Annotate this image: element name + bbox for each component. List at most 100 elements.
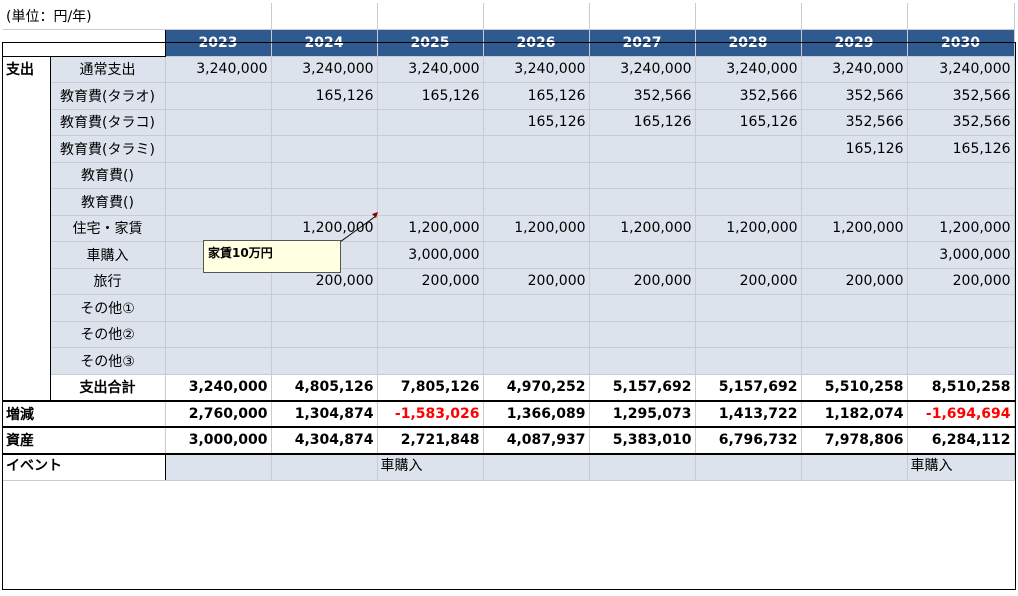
value-cell[interactable] xyxy=(695,188,802,216)
value-cell[interactable]: 200,000 xyxy=(695,268,802,295)
assets-row-value[interactable]: 6,284,112 xyxy=(907,426,1015,454)
value-cell[interactable]: 200,000 xyxy=(483,268,590,295)
value-cell[interactable] xyxy=(377,135,484,163)
value-cell[interactable] xyxy=(695,162,802,189)
value-cell[interactable] xyxy=(589,294,696,322)
header-corner-cell[interactable] xyxy=(3,29,166,57)
unit-label[interactable]: (単位：円/年) xyxy=(3,3,272,30)
expense-total-row-value[interactable]: 5,157,692 xyxy=(695,374,802,401)
value-cell[interactable]: 3,240,000 xyxy=(483,56,590,83)
event-cell[interactable] xyxy=(271,452,378,481)
value-cell[interactable] xyxy=(695,321,802,348)
year-header[interactable]: 2027 xyxy=(589,29,696,57)
value-cell[interactable]: 200,000 xyxy=(907,268,1015,295)
value-cell[interactable] xyxy=(695,241,802,269)
event-cell[interactable] xyxy=(589,452,696,481)
value-cell[interactable] xyxy=(695,294,802,322)
value-cell[interactable] xyxy=(377,294,484,322)
value-cell[interactable] xyxy=(271,109,378,136)
year-header[interactable]: 2024 xyxy=(271,29,378,57)
value-cell[interactable] xyxy=(907,347,1015,375)
value-cell[interactable] xyxy=(589,135,696,163)
row-label[interactable]: 教育費() xyxy=(50,162,166,189)
value-cell[interactable] xyxy=(165,294,272,322)
expense-total-row-value[interactable]: 8,510,258 xyxy=(907,374,1015,401)
value-cell[interactable] xyxy=(483,321,590,348)
value-cell[interactable] xyxy=(271,347,378,375)
value-cell[interactable] xyxy=(483,294,590,322)
expense-total-row-value[interactable]: 3,240,000 xyxy=(165,374,272,401)
change-row-value[interactable]: 1,366,089 xyxy=(483,399,590,428)
row-label[interactable]: その他② xyxy=(50,321,166,348)
expense-total-row-value[interactable]: 5,157,692 xyxy=(589,374,696,401)
assets-row-label[interactable]: 資産 xyxy=(3,426,166,454)
value-cell[interactable] xyxy=(801,188,908,216)
value-cell[interactable]: 352,566 xyxy=(907,82,1015,110)
value-cell[interactable]: 352,566 xyxy=(801,109,908,136)
value-cell[interactable]: 165,126 xyxy=(589,109,696,136)
event-cell[interactable] xyxy=(483,452,590,481)
value-cell[interactable] xyxy=(907,188,1015,216)
row-label[interactable]: 教育費(タラコ) xyxy=(50,109,166,136)
value-cell[interactable] xyxy=(271,188,378,216)
value-cell[interactable]: 165,126 xyxy=(695,109,802,136)
year-header[interactable]: 2025 xyxy=(377,29,484,57)
value-cell[interactable] xyxy=(271,321,378,348)
change-row-value[interactable]: 1,304,874 xyxy=(271,399,378,428)
value-cell[interactable]: 1,200,000 xyxy=(483,215,590,242)
row-label[interactable]: その他③ xyxy=(50,347,166,375)
value-cell[interactable] xyxy=(483,347,590,375)
cell-comment[interactable]: 家賃10万円 xyxy=(203,240,341,273)
expense-total-row-value[interactable]: 4,970,252 xyxy=(483,374,590,401)
assets-row-value[interactable]: 2,721,848 xyxy=(377,426,484,454)
value-cell[interactable]: 3,240,000 xyxy=(165,56,272,83)
value-cell[interactable]: 3,240,000 xyxy=(907,56,1015,83)
change-row-value[interactable]: 2,760,000 xyxy=(165,399,272,428)
change-row-value[interactable]: 1,413,722 xyxy=(695,399,802,428)
row-label[interactable]: 教育費() xyxy=(50,188,166,216)
value-cell[interactable] xyxy=(907,321,1015,348)
row-label[interactable]: 旅行 xyxy=(50,268,166,295)
value-cell[interactable] xyxy=(589,321,696,348)
event-label[interactable]: イベント xyxy=(3,452,166,481)
value-cell[interactable] xyxy=(165,321,272,348)
change-row-label[interactable]: 増減 xyxy=(3,399,166,428)
value-cell[interactable]: 1,200,000 xyxy=(589,215,696,242)
value-cell[interactable] xyxy=(589,347,696,375)
value-cell[interactable]: 200,000 xyxy=(377,268,484,295)
value-cell[interactable]: 1,200,000 xyxy=(271,215,378,242)
row-label[interactable]: その他① xyxy=(50,294,166,322)
change-row-value[interactable]: -1,583,026 xyxy=(377,399,484,428)
value-cell[interactable]: 165,126 xyxy=(483,109,590,136)
expense-total-row-value[interactable]: 5,510,258 xyxy=(801,374,908,401)
value-cell[interactable] xyxy=(695,347,802,375)
value-cell[interactable] xyxy=(165,215,272,242)
value-cell[interactable]: 3,240,000 xyxy=(801,56,908,83)
value-cell[interactable] xyxy=(377,162,484,189)
year-header[interactable]: 2026 xyxy=(483,29,590,57)
value-cell[interactable] xyxy=(165,135,272,163)
value-cell[interactable] xyxy=(483,188,590,216)
value-cell[interactable] xyxy=(801,162,908,189)
value-cell[interactable]: 165,126 xyxy=(377,82,484,110)
value-cell[interactable]: 352,566 xyxy=(589,82,696,110)
assets-row-value[interactable]: 6,796,732 xyxy=(695,426,802,454)
value-cell[interactable] xyxy=(377,109,484,136)
value-cell[interactable] xyxy=(271,294,378,322)
row-label[interactable]: 通常支出 xyxy=(50,56,166,83)
value-cell[interactable]: 3,240,000 xyxy=(377,56,484,83)
value-cell[interactable]: 1,200,000 xyxy=(695,215,802,242)
row-label[interactable]: 車購入 xyxy=(50,241,166,269)
value-cell[interactable] xyxy=(801,294,908,322)
assets-row-value[interactable]: 7,978,806 xyxy=(801,426,908,454)
year-header[interactable]: 2030 xyxy=(907,29,1015,57)
value-cell[interactable] xyxy=(165,109,272,136)
value-cell[interactable] xyxy=(589,162,696,189)
change-row-value[interactable]: 1,295,073 xyxy=(589,399,696,428)
value-cell[interactable]: 200,000 xyxy=(589,268,696,295)
event-cell[interactable] xyxy=(695,452,802,481)
value-cell[interactable]: 165,126 xyxy=(907,135,1015,163)
assets-row-value[interactable]: 3,000,000 xyxy=(165,426,272,454)
value-cell[interactable] xyxy=(589,241,696,269)
value-cell[interactable]: 165,126 xyxy=(483,82,590,110)
